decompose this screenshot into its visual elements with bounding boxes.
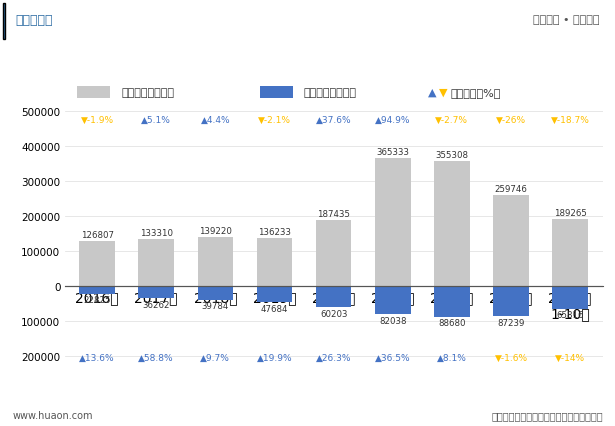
- Text: 88680: 88680: [438, 319, 466, 328]
- Text: ▼-1.6%: ▼-1.6%: [494, 353, 528, 362]
- Text: 136233: 136233: [258, 227, 291, 236]
- Text: ▲36.5%: ▲36.5%: [375, 353, 411, 362]
- Bar: [77, 87, 110, 98]
- Text: 47684: 47684: [261, 305, 288, 314]
- Bar: [197, 237, 233, 286]
- Text: ▼-2.7%: ▼-2.7%: [435, 115, 469, 124]
- Text: 189265: 189265: [554, 209, 587, 218]
- Bar: [79, 242, 115, 286]
- Text: 数据来源：中国海关，华经产业研究院整理: 数据来源：中国海关，华经产业研究院整理: [491, 410, 603, 420]
- Bar: [79, 286, 115, 294]
- Text: 139220: 139220: [199, 226, 232, 235]
- Text: ▲94.9%: ▲94.9%: [375, 115, 411, 124]
- Text: ▼-18.7%: ▼-18.7%: [551, 115, 590, 124]
- Text: 365333: 365333: [376, 147, 409, 156]
- Bar: [493, 286, 529, 317]
- Text: 出口额（万美元）: 出口额（万美元）: [121, 88, 174, 98]
- Text: ▲37.6%: ▲37.6%: [316, 115, 351, 124]
- Bar: [552, 286, 588, 309]
- Text: 133310: 133310: [140, 228, 173, 237]
- Text: ▼-2.1%: ▼-2.1%: [258, 115, 291, 124]
- Text: ▲19.9%: ▲19.9%: [256, 353, 292, 362]
- Text: ▲5.1%: ▲5.1%: [141, 115, 171, 124]
- Text: 36262: 36262: [143, 300, 170, 309]
- Text: ▼-1.9%: ▼-1.9%: [81, 115, 114, 124]
- Text: 355308: 355308: [435, 151, 469, 160]
- Bar: [316, 286, 351, 307]
- Bar: [375, 158, 411, 286]
- Bar: [257, 239, 292, 286]
- Text: ▲8.1%: ▲8.1%: [437, 353, 467, 362]
- Text: ▲: ▲: [428, 88, 437, 98]
- Bar: [260, 87, 293, 98]
- Bar: [552, 220, 588, 286]
- Bar: [138, 239, 174, 286]
- Text: ▼-14%: ▼-14%: [555, 353, 585, 362]
- Text: ▲4.4%: ▲4.4%: [200, 115, 230, 124]
- Bar: [493, 195, 529, 286]
- Text: 22825: 22825: [84, 296, 111, 305]
- Bar: [197, 286, 233, 300]
- Text: 187435: 187435: [317, 210, 350, 219]
- Text: ▲26.3%: ▲26.3%: [316, 353, 351, 362]
- Text: 82038: 82038: [379, 317, 407, 325]
- Text: 同比增长（%）: 同比增长（%）: [450, 88, 501, 98]
- FancyBboxPatch shape: [3, 4, 5, 40]
- Text: 126807: 126807: [81, 230, 114, 239]
- Bar: [434, 286, 470, 317]
- Text: 60203: 60203: [320, 309, 347, 318]
- Bar: [138, 286, 174, 299]
- Bar: [316, 221, 351, 286]
- Bar: [375, 286, 411, 315]
- Text: 65816: 65816: [557, 311, 584, 320]
- Text: ▼: ▼: [439, 88, 448, 98]
- Text: 39784: 39784: [202, 302, 229, 311]
- Text: ▲9.7%: ▲9.7%: [200, 353, 230, 362]
- Text: 87239: 87239: [498, 318, 525, 327]
- Text: 专业严谨 • 客观科学: 专业严谨 • 客观科学: [533, 15, 600, 25]
- Text: 华经情报网: 华经情报网: [15, 14, 53, 26]
- Text: ▲13.6%: ▲13.6%: [79, 353, 115, 362]
- Text: www.huaon.com: www.huaon.com: [12, 410, 93, 420]
- Bar: [257, 286, 292, 303]
- Bar: [434, 162, 470, 286]
- Text: 259746: 259746: [494, 184, 528, 193]
- Text: 2016-2024年10月威海火炬高技术产业开发区(境内目的地/货源地)进、出口额: 2016-2024年10月威海火炬高技术产业开发区(境内目的地/货源地)进、出口…: [126, 53, 489, 68]
- Text: 进口额（万美元）: 进口额（万美元）: [304, 88, 357, 98]
- Text: ▲58.8%: ▲58.8%: [138, 353, 174, 362]
- Text: ▼-26%: ▼-26%: [496, 115, 526, 124]
